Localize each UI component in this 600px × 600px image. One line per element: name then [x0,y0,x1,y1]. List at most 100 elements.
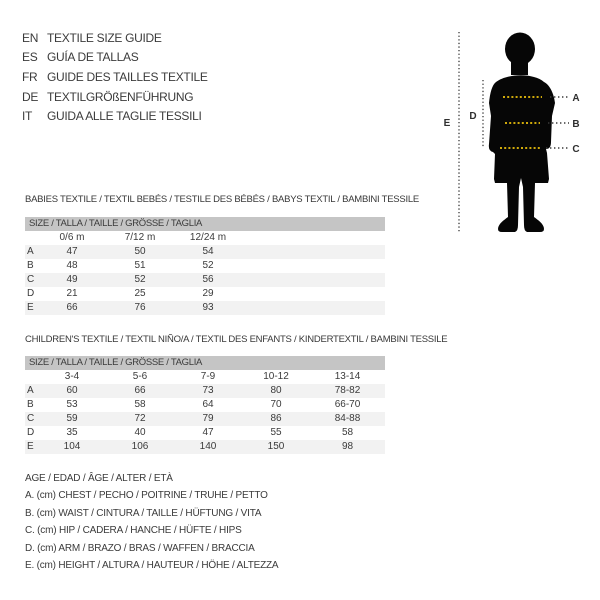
language-title: GUIDA ALLE TAGLIE TESSILI [47,109,202,124]
table-cell-empty [242,231,310,245]
column-header: 7-9 [200,371,216,382]
table-cell-empty [310,301,385,315]
table-header-row: 0/6 m 7/12 m 12/24 m [25,231,385,245]
legend-arm: D. (cm) ARM / BRAZO / BRAS / WAFFEN / BR… [25,542,255,554]
table-cell: 40 [134,427,146,438]
row-label: D [27,427,35,438]
table-cell-empty [25,231,38,245]
marker-label-b: B [572,119,579,130]
legend-chest: A. (cm) CHEST / PECHO / POITRINE / TRUHE… [25,490,268,502]
table-row: B 53 58 64 70 66-70 [25,398,385,412]
table-cell: 70 [270,399,282,410]
row-label: C [27,274,35,285]
table-cell-empty [25,370,38,384]
legend-height: E. (cm) HEIGHT / ALTURA / HAUTEUR / HÖHE… [25,559,279,571]
table-cell: 78-82 [334,385,361,396]
table-cell: 58 [134,399,146,410]
table-cell: 55 [270,427,282,438]
language-code: DE [22,89,39,104]
table-row: E 66 76 93 [25,301,385,315]
row-label: B [27,399,34,410]
table-row: B 48 51 52 [25,259,385,273]
table-cell: 52 [202,260,214,271]
table-cell: 93 [202,302,214,313]
table-row: D 35 40 47 55 58 [25,426,385,440]
legend-waist: B. (cm) WAIST / CINTURA / TAILLE / HÜFTU… [25,507,262,519]
table-cell: 76 [134,302,146,313]
column-header: 0/6 m [59,232,85,243]
row-label: E [27,302,34,313]
table-cell: 98 [341,441,354,452]
babies-section-title: BABIES TEXTILE / TEXTIL BEBÉS / TESTILE … [25,194,419,205]
language-code: FR [22,69,38,84]
column-header: 3-4 [64,371,80,382]
table-row: E 104 106 140 150 98 [25,440,385,454]
table-cell: 80 [270,385,282,396]
language-code: ES [22,50,38,65]
table-cell: 84-88 [334,413,361,424]
babies-size-table: SIZE / TALLA / TAILLE / GRÖSSE / TAGLIA … [25,217,385,315]
table-cell: 47 [202,427,214,438]
table-cell: 53 [66,399,78,410]
column-header: 13-14 [334,371,361,382]
table-row: C 49 52 56 [25,273,385,287]
table-cell: 21 [66,288,78,299]
table-cell: 52 [134,274,146,285]
table-cell: 140 [199,441,217,452]
table-cell: 66 [66,302,78,313]
table-cell: 60 [66,385,78,396]
row-label: D [27,288,35,299]
table-cell: 49 [66,274,78,285]
children-size-table: SIZE / TALLA / TAILLE / GRÖSSE / TAGLIA … [25,356,385,454]
marker-label-e: E [444,118,451,129]
language-row-es: ES GUÍA DE TALLAS [22,48,208,68]
language-code: EN [22,30,39,45]
size-header-bar: SIZE / TALLA / TAILLE / GRÖSSE / TAGLIA [25,217,385,231]
table-cell: 106 [131,441,149,452]
row-label: A [27,246,34,257]
language-code: IT [22,109,33,124]
marker-label-a: A [572,93,579,104]
row-label: B [27,260,34,271]
language-row-it: IT GUIDA ALLE TAGLIE TESSILI [22,106,208,126]
legend-age: AGE / EDAD / ÂGE / ALTER / ETÀ [25,473,173,484]
table-cell: 58 [341,427,354,438]
measurement-legend: AGE / EDAD / ÂGE / ALTER / ETÀ A. (cm) C… [25,470,279,574]
table-cell: 64 [202,399,214,410]
table-cell-empty [310,231,385,245]
language-row-en: EN TEXTILE SIZE GUIDE [22,28,208,48]
table-cell: 29 [202,288,214,299]
table-cell: 72 [134,413,146,424]
row-label: C [27,413,35,424]
table-cell-empty [310,259,385,273]
table-cell: 79 [202,413,214,424]
language-row-de: DE TEXTILGRÖßENFÜHRUNG [22,87,208,107]
table-cell: 59 [66,413,78,424]
table-cell-empty [310,273,385,287]
table-cell-empty [242,301,310,315]
table-cell: 50 [134,246,146,257]
table-cell: 35 [66,427,78,438]
table-row: A 47 50 54 [25,245,385,259]
table-row: C 59 72 79 86 84-88 [25,412,385,426]
language-title: GUIDE DES TAILLES TEXTILE [47,69,208,84]
child-silhouette [488,32,555,232]
column-header: 12/24 m [189,232,227,243]
table-row: A 60 66 73 80 78-82 [25,384,385,398]
measurement-figure: A B C D E [430,25,600,240]
column-header: 5-6 [132,371,148,382]
table-cell-empty [310,245,385,259]
table-cell-empty [242,259,310,273]
table-header-row: 3-4 5-6 7-9 10-12 13-14 [25,370,385,384]
row-label: E [27,441,34,452]
table-cell: 86 [270,413,282,424]
table-row: D 21 25 29 [25,287,385,301]
column-header: 10-12 [263,371,289,382]
language-title: TEXTILGRÖßENFÜHRUNG [47,89,194,104]
table-cell-empty [242,245,310,259]
table-cell: 104 [63,441,81,452]
table-cell: 25 [134,288,146,299]
children-section-title: CHILDREN'S TEXTILE / TEXTIL NIÑO/A / TEX… [25,334,448,345]
column-header: 7/12 m [124,232,156,243]
